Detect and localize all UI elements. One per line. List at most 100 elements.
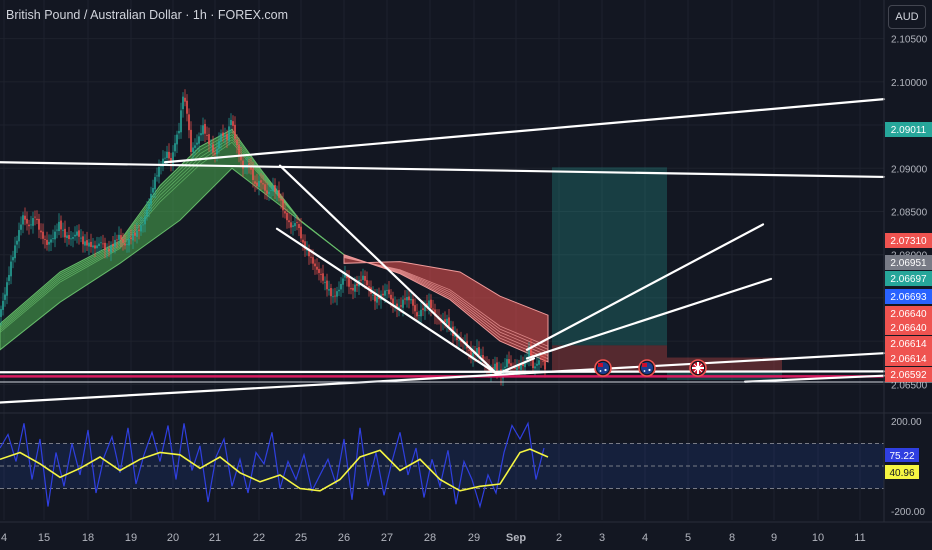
candle-body <box>94 245 96 249</box>
trendline[interactable] <box>0 161 886 179</box>
candle-body <box>40 230 42 233</box>
candle-body <box>298 224 300 229</box>
candle-body <box>538 360 540 365</box>
economic-events[interactable] <box>594 359 707 377</box>
candle-body <box>340 283 342 290</box>
candle-body <box>74 234 76 237</box>
x-tick-label: 26 <box>338 532 350 544</box>
long-position-profit-zone[interactable] <box>552 167 667 346</box>
candle-body <box>408 296 410 301</box>
trendline[interactable] <box>495 357 536 376</box>
trendline[interactable] <box>0 370 886 374</box>
candle-body <box>252 168 254 181</box>
flag-canton <box>642 363 647 367</box>
candle-body <box>152 187 154 193</box>
candle-body <box>56 229 58 231</box>
candle-body <box>450 327 452 329</box>
trendline[interactable] <box>743 374 886 383</box>
candle-body <box>104 242 106 251</box>
trendline[interactable] <box>0 352 886 404</box>
candle-body <box>382 293 384 296</box>
candle-body <box>416 312 418 317</box>
candle-body <box>190 129 192 152</box>
candle-body <box>176 134 178 145</box>
australia-flag-icon[interactable] <box>638 359 656 377</box>
candle-body <box>96 245 98 249</box>
candle-body <box>276 191 278 193</box>
candle-body <box>322 273 324 281</box>
candle-body <box>376 296 378 303</box>
candle-body <box>20 224 22 230</box>
candle-body <box>150 193 152 205</box>
candle-body <box>6 282 8 296</box>
x-tick-label: 28 <box>424 532 436 544</box>
candle-body <box>348 276 350 287</box>
candle-body <box>316 266 318 270</box>
candle-body <box>58 221 60 232</box>
trendline[interactable] <box>278 164 499 376</box>
candle-body <box>64 228 66 238</box>
candle-body <box>192 147 194 152</box>
candle-body <box>460 340 462 343</box>
candle-body <box>110 245 112 253</box>
candle-body <box>406 297 408 301</box>
candle-body <box>412 299 414 306</box>
trendlines[interactable] <box>0 98 886 404</box>
candle-body <box>446 318 448 324</box>
price-label-text: 2.06614 <box>890 354 927 365</box>
currency-button[interactable]: AUD <box>888 5 926 29</box>
candle-body <box>14 245 16 259</box>
candle-body <box>16 240 18 245</box>
candle-body <box>44 239 46 240</box>
x-tick-label: 4 <box>1 532 7 544</box>
price-label-box <box>885 306 932 321</box>
uk-flag-icon[interactable] <box>689 359 707 377</box>
candle-body <box>318 268 320 273</box>
trendline[interactable] <box>275 227 499 376</box>
x-tick-label: 22 <box>253 532 265 544</box>
candle-body <box>172 152 174 164</box>
candle-body <box>302 239 304 243</box>
candle-body <box>282 199 284 211</box>
price-label-box <box>885 367 932 382</box>
candle-body <box>46 239 48 245</box>
australia-flag-icon[interactable] <box>594 359 612 377</box>
candle-body <box>330 288 332 297</box>
candle-body <box>142 224 144 226</box>
candle-body <box>306 249 308 251</box>
candle-body <box>300 226 302 239</box>
candle-body <box>82 236 84 245</box>
x-tick-label: 5 <box>685 532 691 544</box>
oscillator-label-text: 75.22 <box>889 451 914 462</box>
candle-body <box>162 158 164 167</box>
candle-body <box>52 238 54 239</box>
candle-body <box>344 274 346 278</box>
candle-body <box>312 257 314 264</box>
candle-body <box>426 303 428 307</box>
candle-body <box>242 160 244 169</box>
price-label-text: 2.06951 <box>890 258 927 269</box>
flag-star <box>643 370 646 372</box>
candle-body <box>472 352 474 360</box>
candle-body <box>292 225 294 227</box>
trendline[interactable] <box>525 223 765 351</box>
candle-body <box>320 274 322 275</box>
candle-body <box>392 298 394 306</box>
x-tick-label: 8 <box>729 532 735 544</box>
candle-body <box>354 284 356 292</box>
candle-body <box>2 300 4 310</box>
candle-body <box>184 97 186 102</box>
candle-body <box>72 237 74 239</box>
candle-body <box>182 96 184 110</box>
trendline[interactable] <box>163 98 886 164</box>
trendline[interactable] <box>525 277 773 360</box>
candle-body <box>418 315 420 316</box>
candle-body <box>114 239 116 247</box>
oscillator-y-tick: -200.00 <box>891 507 925 518</box>
candle-body <box>410 298 412 301</box>
candle-body <box>434 309 436 317</box>
candle-body <box>422 308 424 310</box>
candle-body <box>112 244 114 247</box>
candle-body <box>496 362 498 371</box>
